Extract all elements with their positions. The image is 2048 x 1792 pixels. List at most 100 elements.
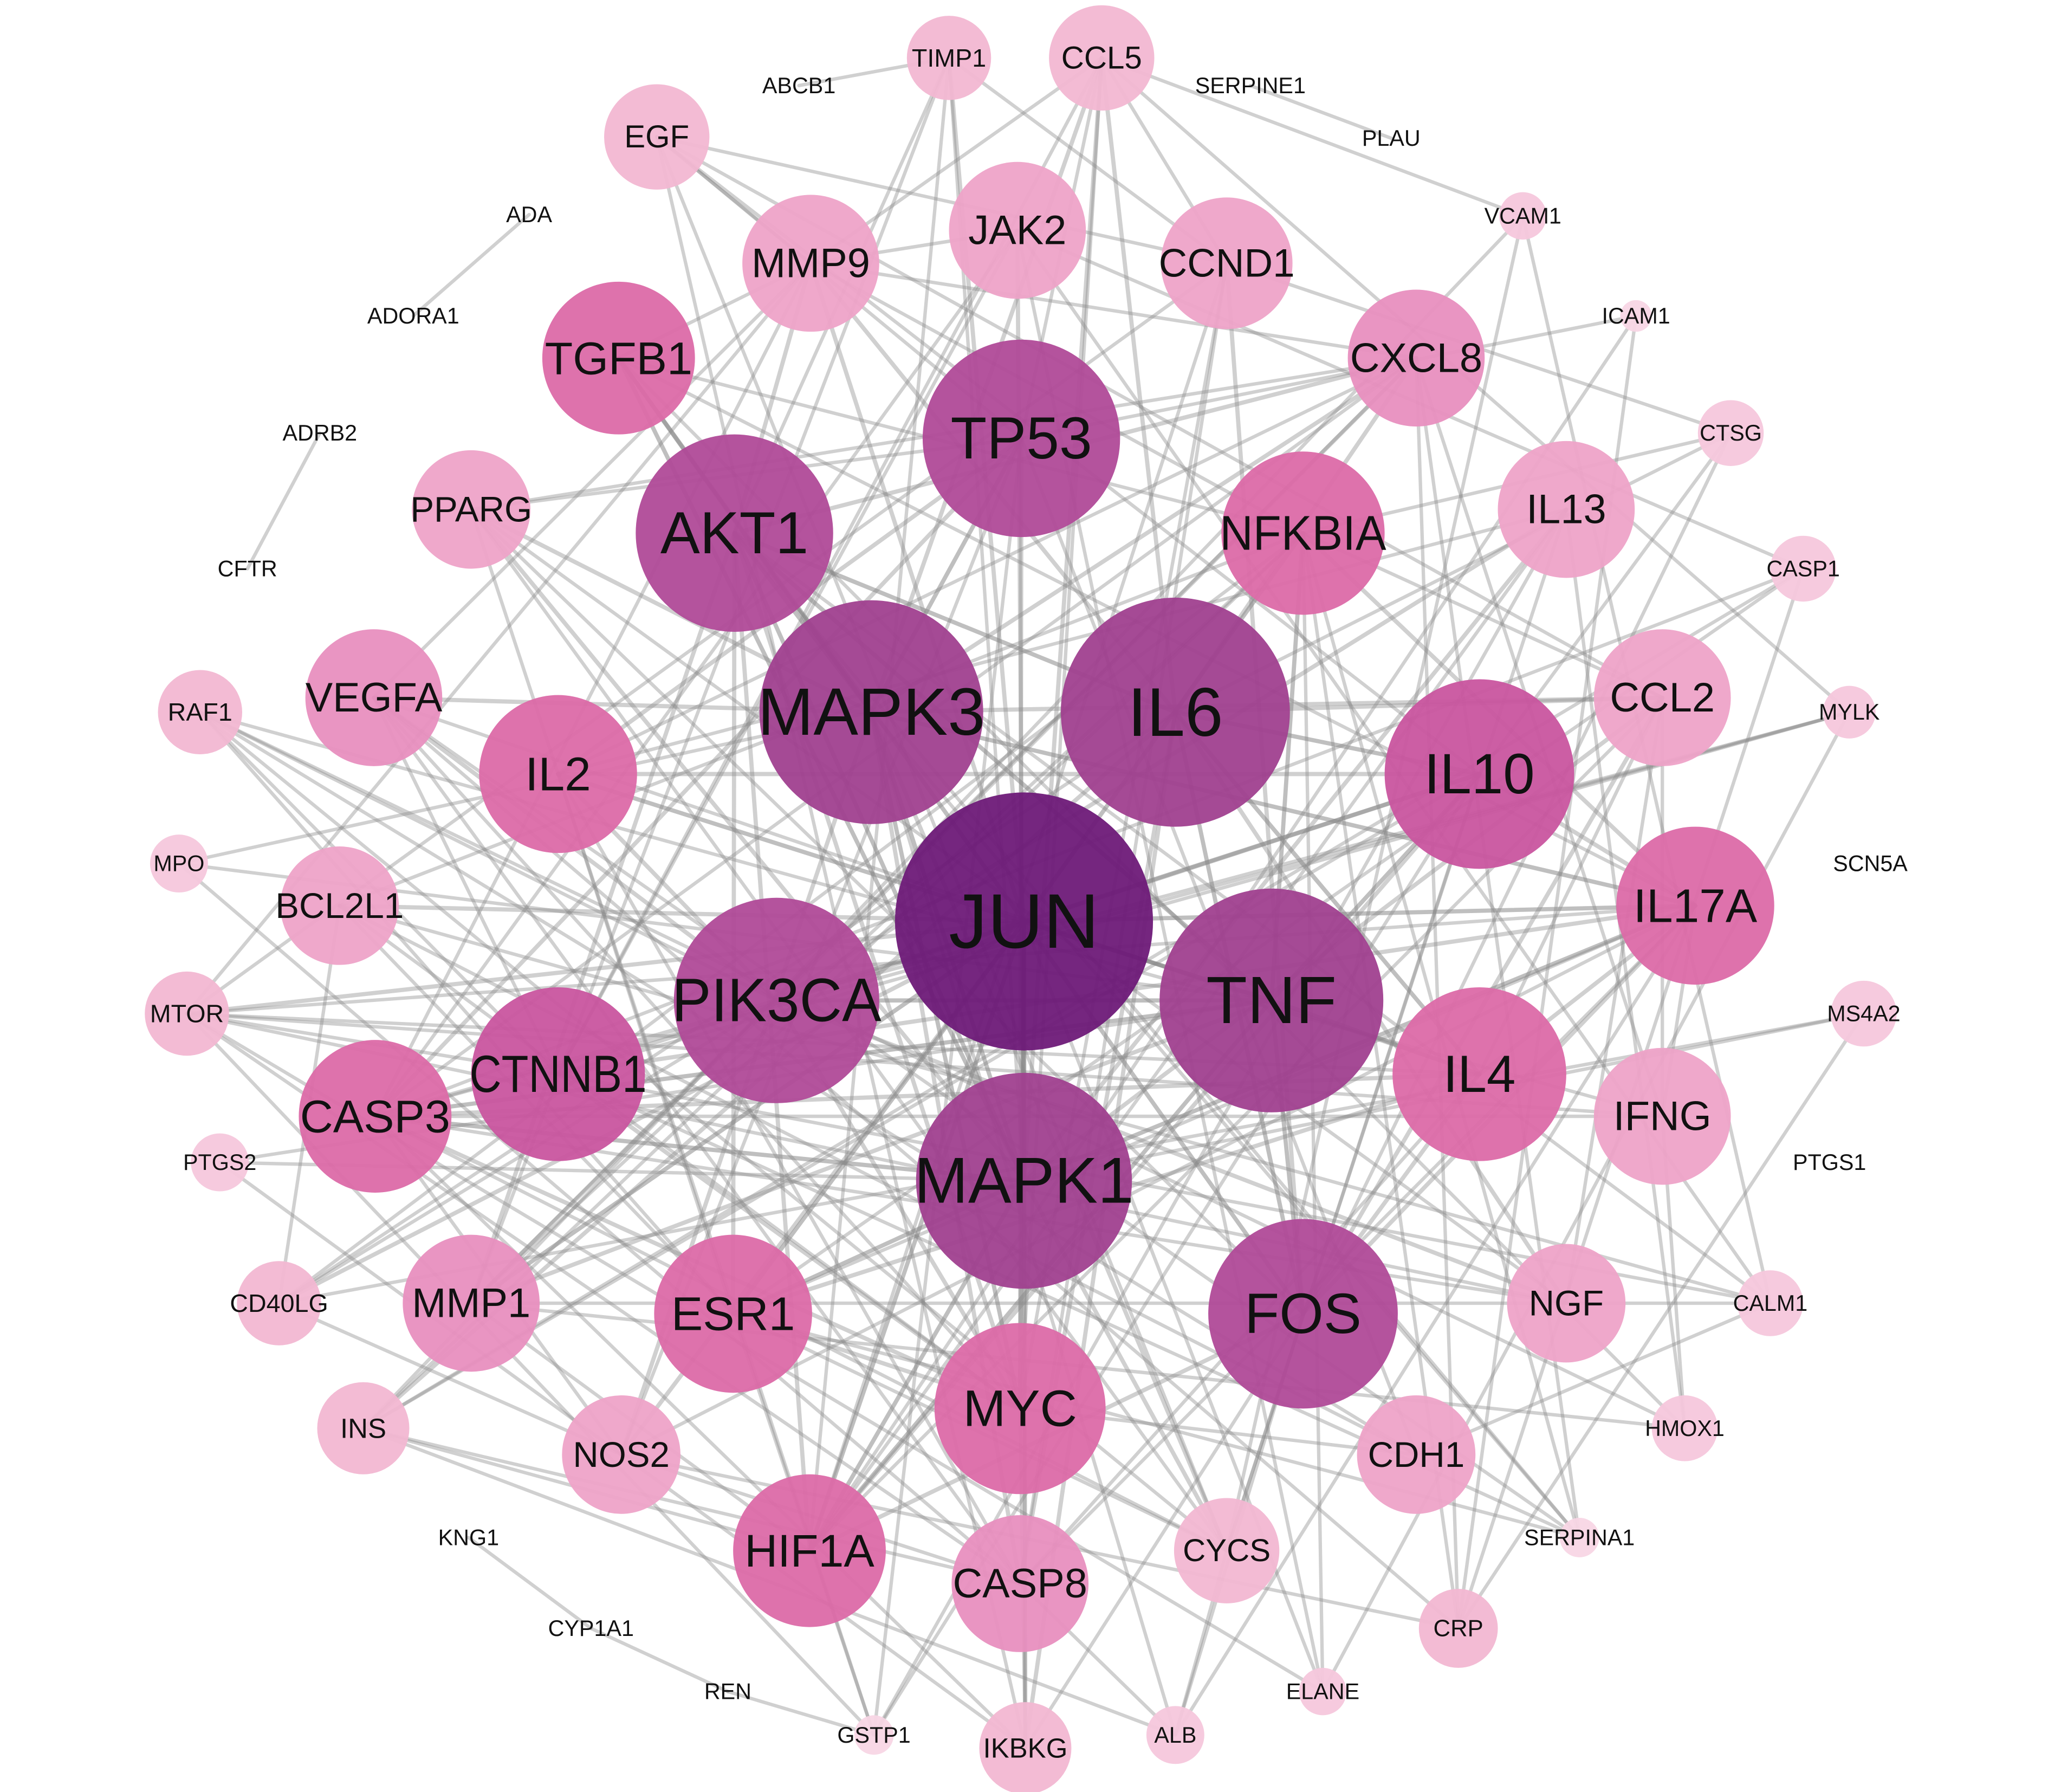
node — [299, 1040, 452, 1193]
node — [906, 16, 991, 100]
edge — [589, 1626, 730, 1693]
node-label: ADA — [506, 202, 552, 227]
node-label: CDH1 — [1368, 1435, 1465, 1474]
node-label: HMOX1 — [1645, 1416, 1725, 1441]
node — [403, 1234, 540, 1372]
node — [479, 695, 637, 853]
node — [1174, 1498, 1280, 1603]
edge — [1301, 431, 1733, 1316]
node-label: IL10 — [1424, 742, 1534, 806]
node-label: SERPINE1 — [1195, 73, 1306, 98]
node-label: TIMP1 — [912, 44, 986, 72]
edge — [277, 919, 1026, 1305]
node — [934, 1323, 1106, 1495]
node — [1159, 888, 1384, 1112]
edge — [1301, 531, 1325, 1693]
edge — [372, 261, 813, 700]
edge — [277, 1301, 623, 1457]
edge — [1564, 507, 1687, 1430]
node — [636, 434, 833, 632]
edge — [774, 998, 1569, 1305]
node — [1593, 629, 1731, 766]
edge — [1019, 314, 1638, 441]
node — [191, 1133, 249, 1192]
node-label: IL13 — [1526, 487, 1606, 533]
node — [1299, 1667, 1347, 1716]
node-label: REN — [704, 1679, 751, 1704]
node-label: CASP1 — [1766, 556, 1839, 581]
edge — [1174, 904, 1697, 1737]
edge — [469, 507, 1026, 1183]
node-label: CASP3 — [300, 1091, 450, 1142]
node-label: INS — [340, 1413, 386, 1444]
node — [1697, 400, 1764, 466]
node — [1061, 597, 1290, 827]
edge — [373, 1114, 1027, 1750]
node-label: AKT1 — [660, 500, 808, 566]
edge — [1414, 1301, 1772, 1457]
node — [742, 195, 879, 332]
node — [1049, 5, 1155, 111]
node — [237, 1261, 321, 1345]
node — [1221, 451, 1385, 615]
node — [979, 1702, 1072, 1792]
edge — [556, 1072, 1022, 1411]
node-label: ABCB1 — [762, 73, 835, 98]
edge — [731, 904, 1697, 1316]
node — [1208, 1219, 1398, 1409]
edge — [1022, 507, 1569, 1183]
node-label: VCAM1 — [1485, 203, 1561, 228]
node-label: CTSG — [1700, 420, 1762, 445]
node-label: CFTR — [218, 556, 277, 581]
node — [317, 1382, 410, 1474]
node-label: IL2 — [525, 747, 591, 800]
edge — [373, 228, 1020, 1118]
node-label: CCL2 — [1610, 675, 1715, 721]
nodes: JUN MAPK3 IL6 TNF PIK3CA MAPK1 AKT1 TP53 IL10 FOS… — [145, 5, 1908, 1792]
edge — [361, 1426, 1022, 1586]
node-label: ESR1 — [671, 1287, 795, 1340]
edge — [245, 431, 322, 571]
node — [412, 450, 531, 569]
node-label: MAPK1 — [914, 1145, 1133, 1217]
node — [1384, 679, 1574, 869]
node-label: CALM1 — [1733, 1291, 1808, 1316]
edge — [373, 436, 1024, 1118]
edge — [869, 710, 1697, 908]
node-label: PTGS2 — [183, 1150, 256, 1175]
node — [949, 161, 1086, 299]
node-label: NFKBIA — [1220, 506, 1386, 560]
node-label: MTOR — [150, 1000, 224, 1028]
node — [654, 1234, 812, 1393]
edge — [556, 772, 735, 1316]
node — [604, 84, 710, 190]
edge — [466, 1536, 593, 1631]
node — [1737, 1270, 1804, 1336]
node — [854, 1715, 894, 1755]
node-label: EGF — [624, 119, 689, 154]
edge — [1224, 261, 1305, 1316]
node — [1161, 197, 1293, 329]
edge — [1456, 1012, 1866, 1631]
node-label: ELANE — [1286, 1679, 1359, 1704]
node-label: ICAM1 — [1602, 303, 1670, 328]
edge — [556, 356, 1418, 776]
node — [1831, 980, 1897, 1047]
node-label: CTNNB1 — [469, 1045, 646, 1103]
edge — [373, 1114, 1026, 1183]
node-label: IKBKG — [983, 1733, 1067, 1764]
node — [1593, 1047, 1731, 1185]
node-label: JAK2 — [968, 208, 1066, 254]
node-label: CXCL8 — [1350, 335, 1482, 381]
node — [951, 1515, 1089, 1652]
node-label: MS4A2 — [1827, 1001, 1900, 1026]
node-label: MAPK3 — [757, 675, 985, 749]
node — [542, 281, 695, 435]
node-label: MYC — [963, 1380, 1077, 1437]
node — [471, 987, 645, 1161]
node-label: PPARG — [410, 490, 532, 529]
edge — [1100, 56, 1525, 218]
node-label: MPO — [153, 851, 204, 876]
node-label: ADRB2 — [282, 420, 357, 445]
